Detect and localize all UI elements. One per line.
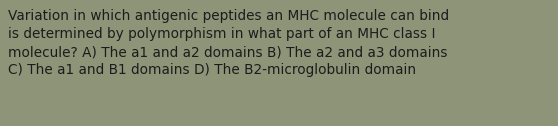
Text: Variation in which antigenic peptides an MHC molecule can bind
is determined by : Variation in which antigenic peptides an… — [8, 9, 450, 77]
